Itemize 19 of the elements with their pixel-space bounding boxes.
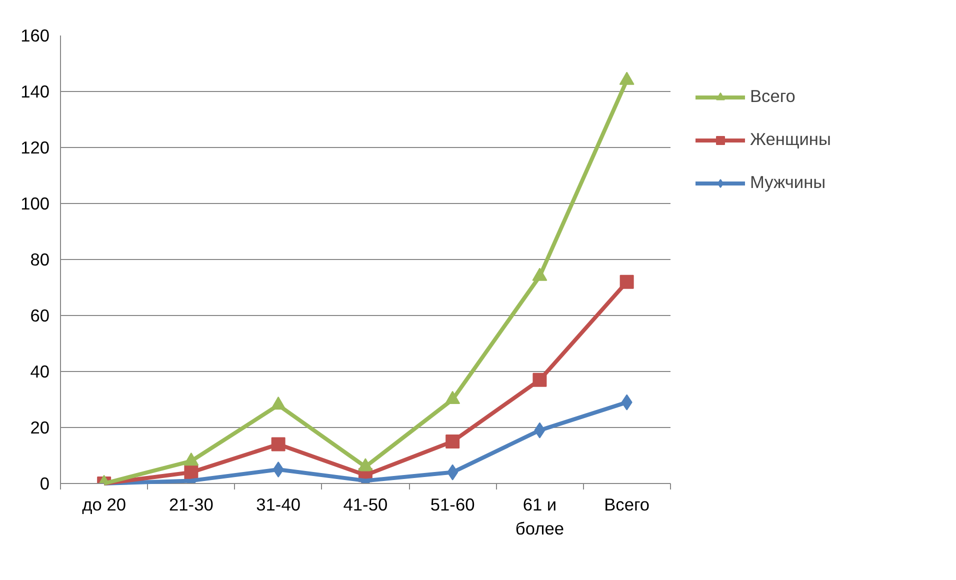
legend-label: Мужчины <box>750 172 826 193</box>
y-tick-label: 80 <box>30 250 50 270</box>
x-tick-label: Всего <box>604 494 650 514</box>
y-tick-label: 100 <box>20 194 50 214</box>
x-tick-label: 21-30 <box>169 494 214 514</box>
y-tick-label: 40 <box>30 362 50 382</box>
y-tick-label: 20 <box>30 418 50 438</box>
x-tick-label: 31-40 <box>256 494 300 514</box>
x-tick-label: 51-60 <box>430 494 475 514</box>
x-tick-label: 41-50 <box>343 494 388 514</box>
y-tick-label: 160 <box>20 26 50 46</box>
x-tick-label: до 20 <box>82 494 126 514</box>
y-tick-label: 0 <box>40 474 50 494</box>
y-tick-label: 120 <box>20 138 50 158</box>
legend-label: Всего <box>750 86 796 107</box>
legend-label: Женщины <box>750 129 831 150</box>
y-tick-label: 60 <box>30 306 50 326</box>
y-tick-label: 140 <box>20 82 50 102</box>
x-tick-label: 61 и более <box>515 494 564 538</box>
